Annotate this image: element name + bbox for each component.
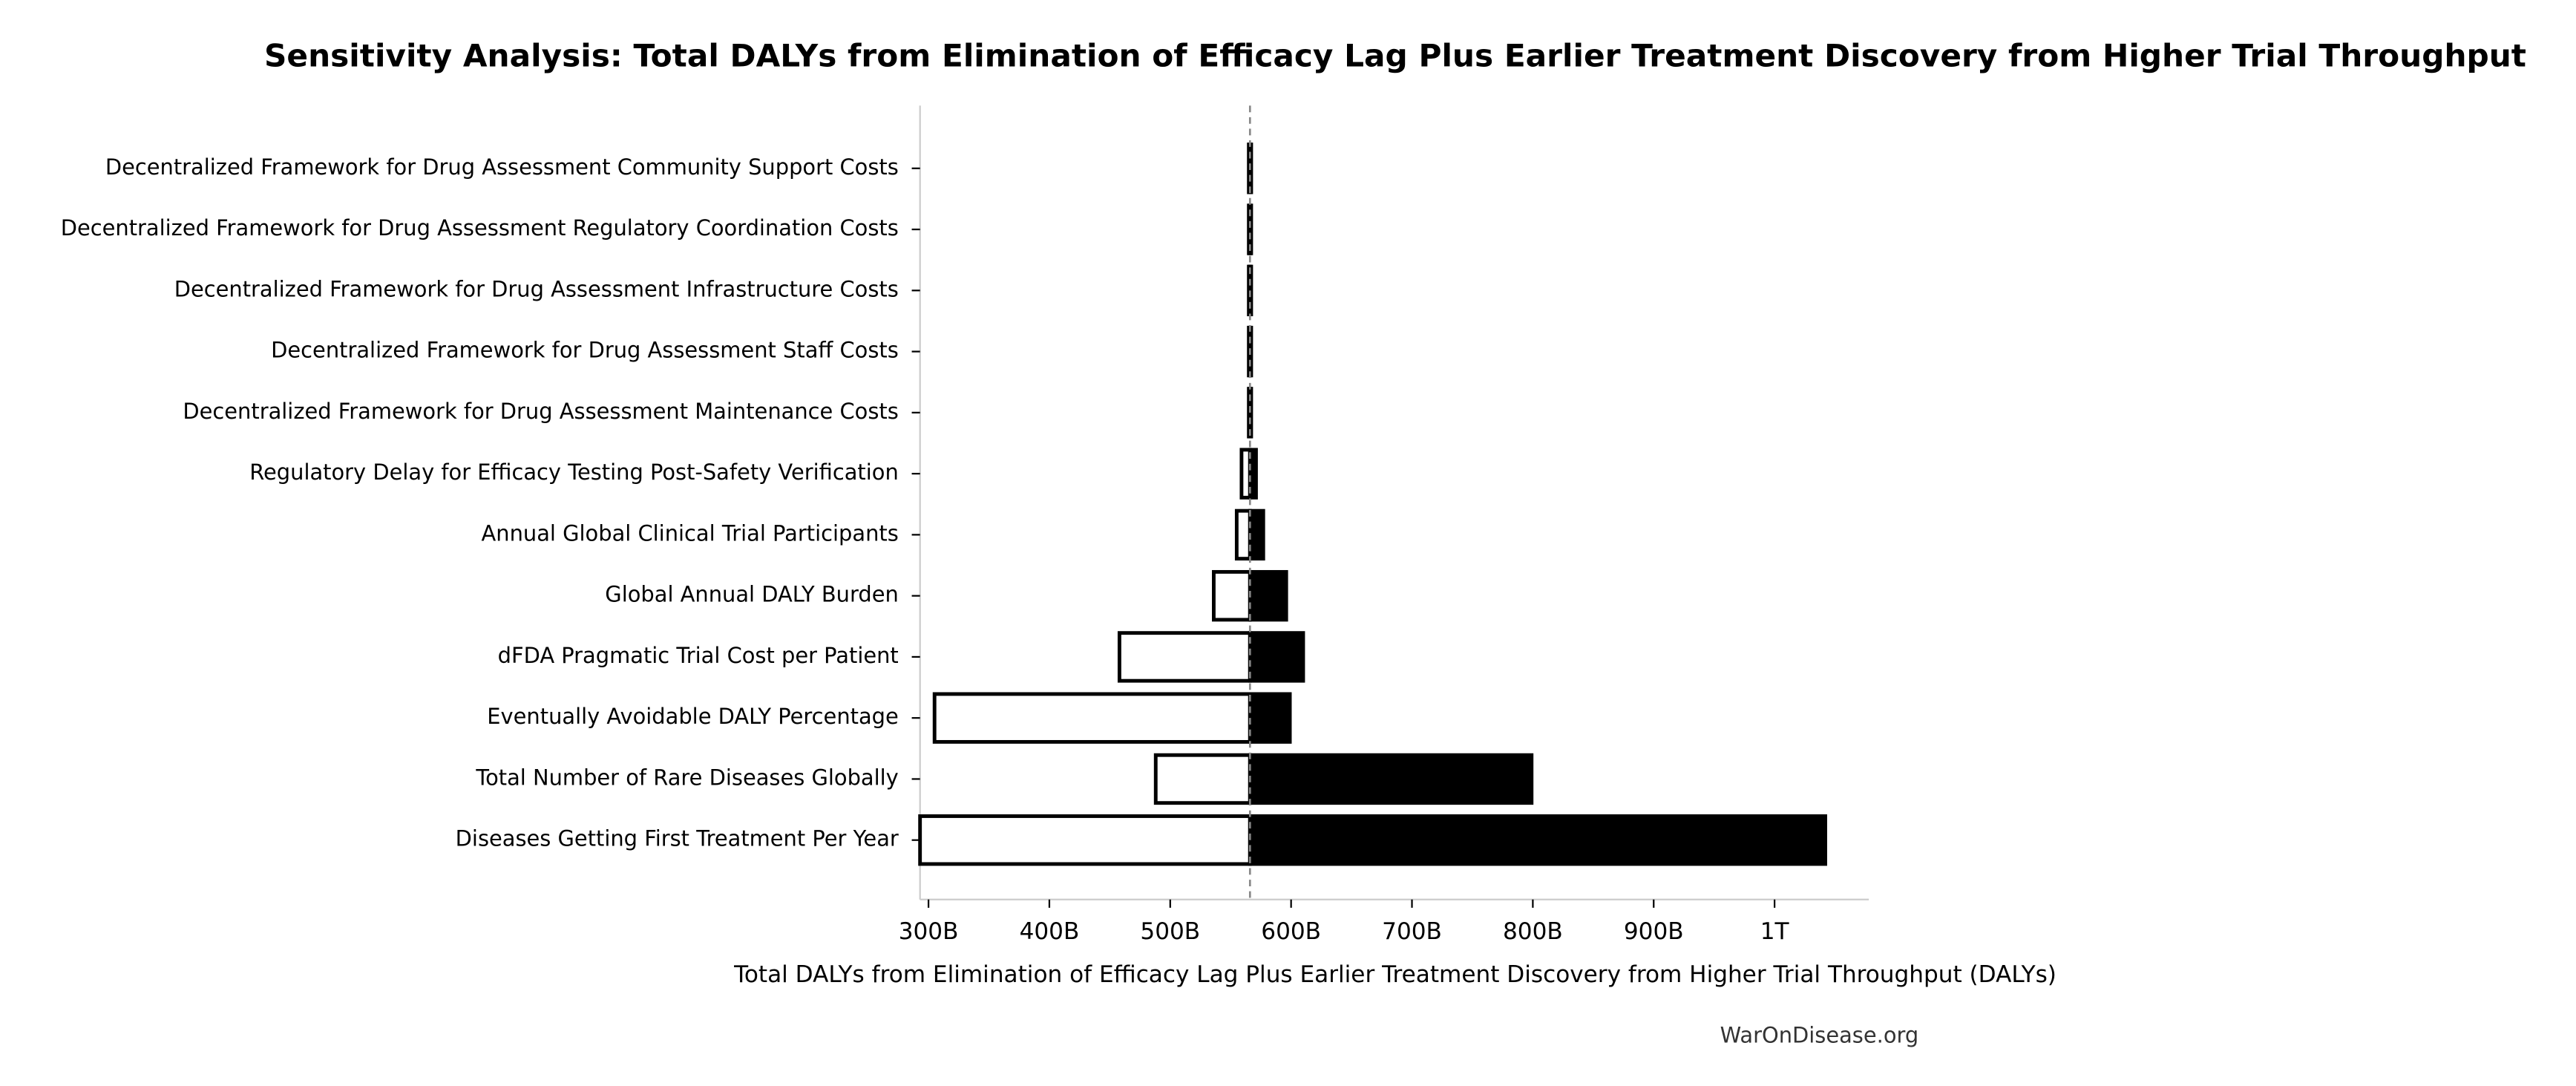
x-tick-label: 900B — [1624, 918, 1684, 945]
high-bar — [1248, 692, 1292, 744]
x-tick-label: 800B — [1503, 918, 1563, 945]
high-bar — [1248, 203, 1253, 255]
high-bar — [1248, 814, 1827, 866]
low-bar — [1211, 569, 1252, 622]
category-label: Diseases Getting First Treatment Per Yea… — [456, 826, 899, 851]
x-tick-label: 600B — [1261, 918, 1321, 945]
low-bar — [1234, 508, 1252, 561]
category-label: Decentralized Framework for Drug Assessm… — [105, 154, 899, 180]
high-bar — [1248, 631, 1305, 683]
high-bar — [1248, 569, 1288, 622]
category-label: Regulatory Delay for Efficacy Testing Po… — [249, 459, 899, 485]
x-tick-label: 500B — [1140, 918, 1200, 945]
category-label: Decentralized Framework for Drug Assessm… — [183, 399, 898, 424]
category-label: Annual Global Clinical Trial Participant… — [482, 520, 899, 546]
x-axis-label: Total DALYs from Elimination of Efficacy… — [733, 961, 2056, 988]
x-tick-label: 1T — [1760, 918, 1790, 945]
category-label: Eventually Avoidable DALY Percentage — [487, 704, 898, 729]
category-label: Total Number of Rare Diseases Globally — [475, 765, 898, 790]
high-bar — [1248, 508, 1265, 561]
category-label: Decentralized Framework for Drug Assessm… — [174, 276, 899, 301]
high-bar — [1248, 753, 1534, 805]
x-tick-label: 300B — [899, 918, 959, 945]
chart-title: Sensitivity Analysis: Total DALYs from E… — [264, 37, 2526, 73]
low-bar — [1117, 631, 1252, 683]
footer: WarOnDisease.org — [1720, 1022, 1919, 1047]
category-label: dFDA Pragmatic Trial Cost per Patient — [498, 643, 899, 668]
x-tick-label: 700B — [1382, 918, 1442, 945]
x-tick-label: 400B — [1020, 918, 1080, 945]
low-bar — [932, 692, 1252, 744]
category-label: Global Annual DALY Burden — [605, 582, 898, 607]
category-label: Decentralized Framework for Drug Assessm… — [61, 215, 899, 241]
low-bar — [1153, 753, 1252, 805]
high-bar — [1248, 448, 1258, 500]
category-label: Decentralized Framework for Drug Assessm… — [271, 338, 899, 363]
low-bar — [918, 814, 1252, 866]
